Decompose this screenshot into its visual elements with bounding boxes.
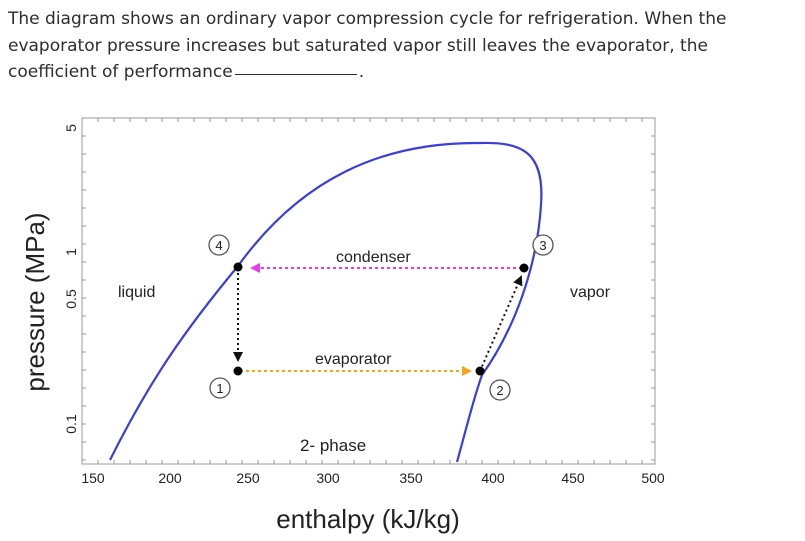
- saturation-dome-curve: [109, 141, 543, 463]
- state-label-4: 4: [215, 238, 222, 253]
- state-label-2: 2: [496, 383, 503, 398]
- state-badge-1: 1: [209, 377, 231, 399]
- y-axis-title: pressure (MPa): [20, 212, 50, 391]
- state-badge-3: 3: [532, 234, 554, 256]
- state-point-1: [233, 366, 243, 376]
- state-point-4: [233, 262, 243, 272]
- x-tick-label: 350: [399, 470, 423, 486]
- vapor-region-label: vapor: [570, 284, 611, 301]
- y-tick-label: 5: [63, 124, 79, 132]
- x-tick-label: 150: [81, 470, 105, 486]
- minor-ticks: [82, 118, 655, 464]
- state-point-3: [519, 263, 529, 273]
- two-phase-label: 2- phase: [300, 436, 366, 455]
- state-label-3: 3: [539, 238, 546, 253]
- liquid-region-label: liquid: [118, 284, 155, 301]
- state-badge-4: 4: [208, 234, 230, 256]
- state-point-2: [475, 366, 485, 376]
- question-prompt: The diagram shows an ordinary vapor comp…: [8, 9, 727, 82]
- x-tick-label: 450: [561, 470, 585, 486]
- x-tick-label: 300: [316, 470, 340, 486]
- y-tick-label: 0.5: [63, 289, 79, 309]
- x-axis-title: enthalpy (kJ/kg): [276, 504, 460, 534]
- x-tick-label: 200: [158, 470, 182, 486]
- question-end: .: [358, 62, 365, 82]
- y-tick-label: 1: [63, 248, 79, 256]
- x-tick-label: 500: [641, 470, 665, 486]
- answer-blank: [234, 73, 357, 75]
- x-tick-label: 250: [236, 470, 260, 486]
- evaporator-label: evaporator: [315, 351, 392, 368]
- state-badge-2: 2: [489, 379, 511, 401]
- compressor-arrow: [479, 275, 523, 372]
- question-text: The diagram shows an ordinary vapor comp…: [8, 6, 793, 86]
- condenser-label: condenser: [336, 249, 411, 266]
- plot-frame: [81, 117, 656, 465]
- y-tick-label: 0.1: [63, 414, 79, 434]
- x-tick-label: 400: [481, 470, 505, 486]
- state-label-1: 1: [216, 381, 223, 396]
